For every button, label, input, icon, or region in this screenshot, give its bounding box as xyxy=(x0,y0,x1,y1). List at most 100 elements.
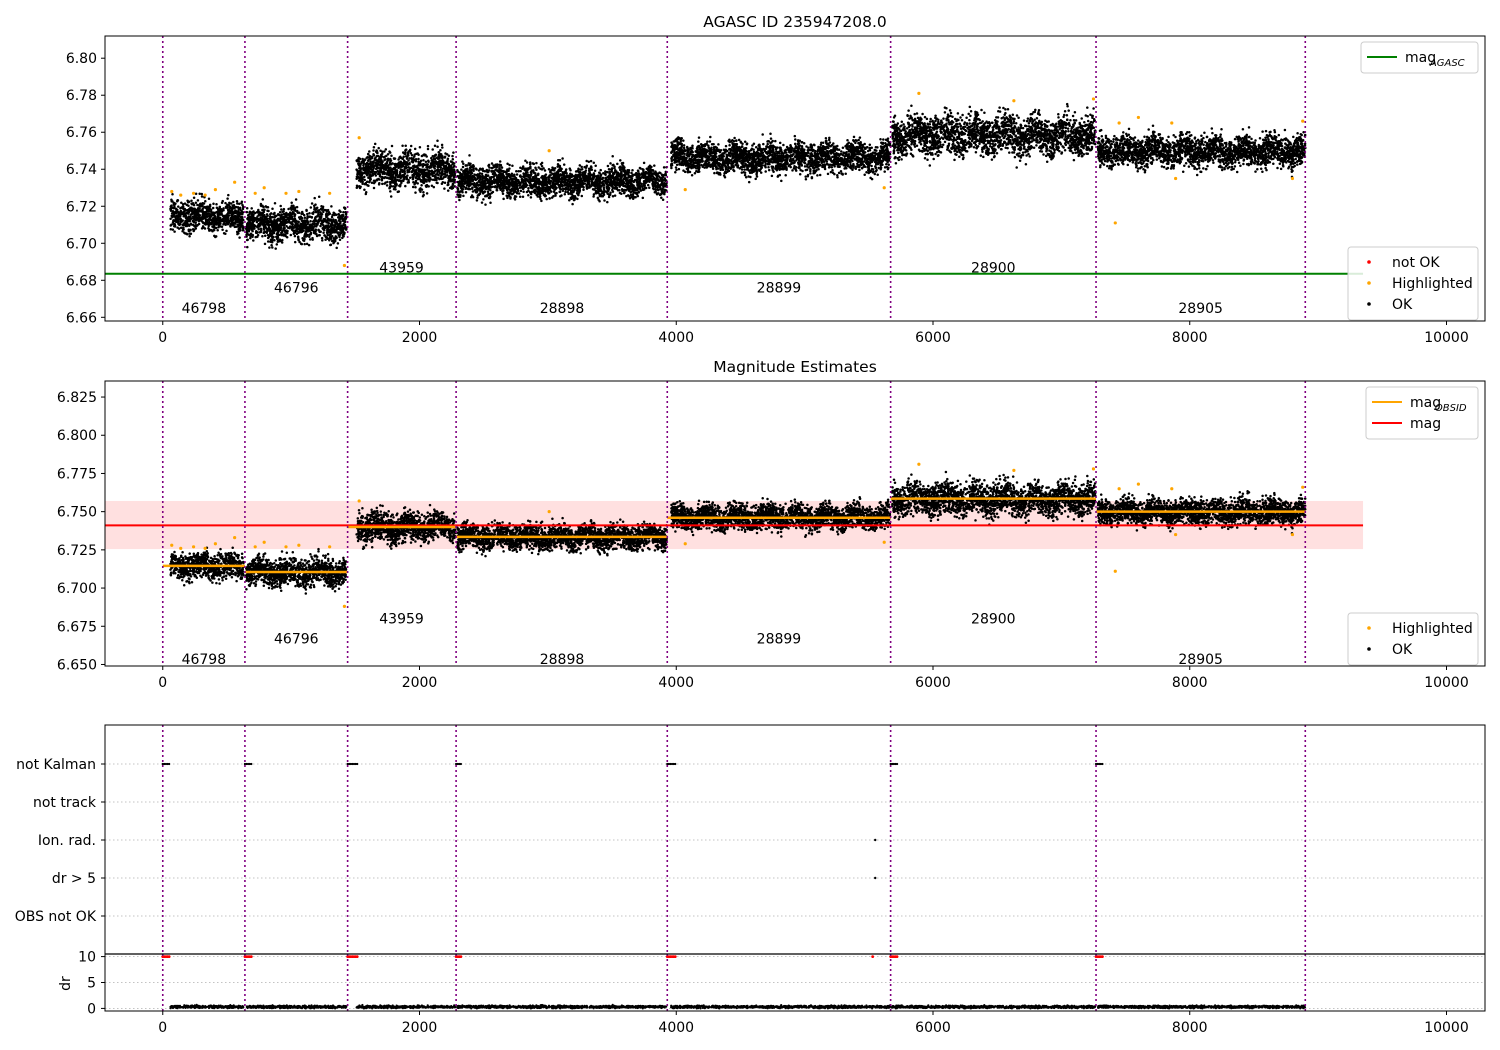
top-ok-point xyxy=(373,146,376,149)
top-ok-point xyxy=(457,190,460,193)
top-ok-point xyxy=(358,170,361,173)
top-ok-point xyxy=(466,173,469,176)
top-ok-point xyxy=(293,215,296,218)
top-ok-point xyxy=(251,214,254,217)
top-ok-point xyxy=(590,160,593,163)
top-ok-point xyxy=(411,176,414,179)
top-ok-point xyxy=(576,175,579,178)
top-ok-point xyxy=(359,187,362,190)
top-ok-point xyxy=(190,200,193,203)
top-ok-point xyxy=(663,166,666,169)
top-ok-point xyxy=(393,188,396,191)
top-ok-point xyxy=(169,218,172,221)
top-ok-point xyxy=(411,160,414,163)
top-ok-point xyxy=(316,223,319,226)
top-ok-point xyxy=(339,238,342,241)
top-ok-point xyxy=(187,204,190,207)
top-ok-point xyxy=(389,175,392,178)
top-ok-point xyxy=(627,173,630,176)
top-ok-point xyxy=(624,171,627,174)
top-ok-point xyxy=(381,183,384,186)
top-ok-point xyxy=(256,211,259,214)
top-ok-point xyxy=(441,183,444,186)
top-ok-point xyxy=(401,144,404,147)
top-ok-point xyxy=(246,246,249,249)
top-ok-point xyxy=(643,188,646,191)
top-ok-point xyxy=(585,166,588,169)
top-ok-point xyxy=(541,162,544,165)
top-ok-point xyxy=(296,233,299,236)
top-ok-point xyxy=(438,151,441,154)
top-ok-point xyxy=(664,177,667,180)
top-ok-point xyxy=(622,180,625,183)
top-ok-point xyxy=(293,213,296,216)
top-ok-point xyxy=(279,238,282,241)
top-ok-point xyxy=(257,234,260,237)
top-ok-point xyxy=(409,176,412,179)
top-ok-point xyxy=(301,223,304,226)
top-ok-point xyxy=(527,194,530,197)
top-ok-point xyxy=(647,179,650,182)
top-ok-point xyxy=(206,219,209,222)
top-ok-point xyxy=(210,211,213,214)
top-ok-point xyxy=(326,226,329,229)
top-ok-point xyxy=(274,247,277,250)
top-ok-point xyxy=(463,186,466,189)
top-ok-point xyxy=(273,232,276,235)
top-ok-point xyxy=(539,183,542,186)
top-ok-point xyxy=(277,231,280,234)
top-ok-point xyxy=(331,226,334,229)
top-ok-point xyxy=(548,187,551,190)
top-ok-point xyxy=(572,195,575,198)
top-ok-point xyxy=(478,183,481,186)
top-ok-point xyxy=(622,185,625,188)
top-ok-point xyxy=(397,191,400,194)
top-ok-point xyxy=(204,223,207,226)
top-ok-point xyxy=(660,196,663,199)
top-ok-point xyxy=(444,152,447,155)
top-ok-point xyxy=(580,168,583,171)
top-ok-point xyxy=(623,168,626,171)
top-ok-point xyxy=(209,205,212,208)
top-ok-point xyxy=(380,171,383,174)
top-ok-point xyxy=(267,224,270,227)
top-ok-point xyxy=(213,215,216,218)
top-ok-point xyxy=(303,214,306,217)
top-ok-point xyxy=(518,181,521,184)
top-ok-point xyxy=(462,195,465,198)
top-ok-point xyxy=(472,180,475,183)
top-ok-point xyxy=(437,157,440,160)
top-ok-point xyxy=(514,198,517,201)
top-ok-point xyxy=(241,204,244,207)
top-ok-point xyxy=(476,196,479,199)
top-ok-point xyxy=(173,230,176,233)
top-ok-point xyxy=(241,210,244,213)
top-ok-point xyxy=(262,221,265,224)
top-ok-point xyxy=(331,222,334,225)
top-ok-point xyxy=(600,189,603,192)
top-ok-point xyxy=(597,174,600,177)
top-ok-point xyxy=(377,147,380,150)
top-ok-point xyxy=(334,223,337,226)
top-ok-point xyxy=(432,166,435,169)
top-ok-point xyxy=(560,188,563,191)
top-ok-point xyxy=(192,217,195,220)
top-ok-point xyxy=(545,198,548,201)
top-ok-point xyxy=(262,198,265,201)
top-ok-point xyxy=(420,184,423,187)
top-ok-point xyxy=(371,156,374,159)
top-ok-point xyxy=(527,180,530,183)
top-ok-point xyxy=(236,200,239,203)
top-ok-point xyxy=(173,206,176,209)
top-ok-point xyxy=(430,159,433,162)
top-ok-point xyxy=(256,232,259,235)
top-ok-point xyxy=(182,224,185,227)
top-ok-point xyxy=(649,167,652,170)
top-ok-point xyxy=(461,176,464,179)
top-ok-point xyxy=(302,239,305,242)
top-ok-point xyxy=(283,217,286,220)
top-ok-point xyxy=(662,186,665,189)
top-ok-point xyxy=(193,197,196,200)
top-ok-point xyxy=(269,215,272,218)
top-ok-point xyxy=(413,169,416,172)
